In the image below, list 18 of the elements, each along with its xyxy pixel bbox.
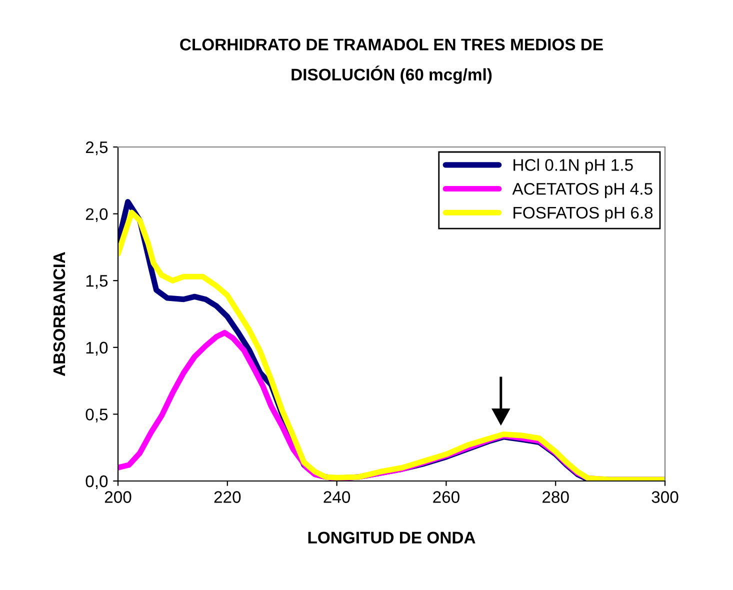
- y-tick-label: 2,0: [86, 208, 108, 222]
- y-tick-label: 0,0: [86, 475, 108, 490]
- legend-label: FOSFATOS pH 6.8: [514, 206, 653, 222]
- y-tick-label: 1,5: [86, 275, 108, 289]
- y-tick-label: 0,5: [86, 408, 108, 422]
- x-tick-label: 200: [104, 491, 132, 503]
- x-tick-label: 280: [542, 491, 569, 503]
- legend-label: HCl 0.1N pH 1.5: [514, 158, 633, 174]
- legend-label: ACETATOS pH 4.5: [512, 182, 652, 198]
- chart-title: CLORHIDRATO DE TRAMADOL EN TRES MEDIOS DE DISOLUCIÓN (60 mcg/ml): [180, 38, 603, 84]
- x-axis-title: LONGITUD DE ONDA: [308, 532, 476, 544]
- y-tick-label: 1,0: [86, 342, 108, 356]
- x-tick-label: 260: [433, 491, 460, 503]
- x-tick-label: 240: [324, 491, 350, 503]
- y-axis-title: ABSORBANCIA: [53, 252, 66, 376]
- x-tick-label: 220: [214, 491, 241, 503]
- x-tick-label: 300: [652, 491, 678, 503]
- y-tick-label: 2,5: [86, 141, 108, 156]
